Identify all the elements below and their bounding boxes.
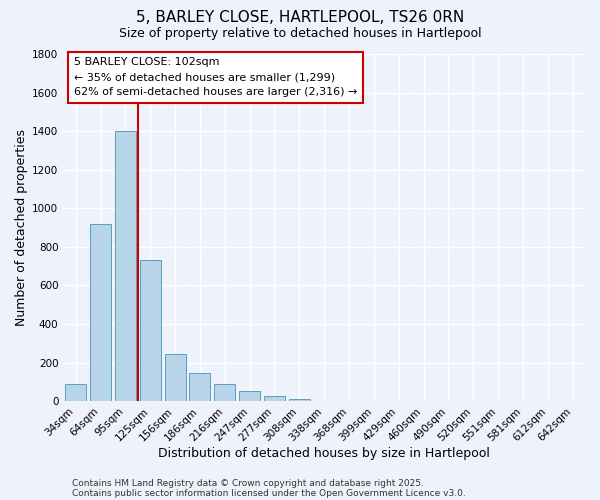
Bar: [190, 373, 211, 401]
X-axis label: Distribution of detached houses by size in Hartlepool: Distribution of detached houses by size …: [158, 447, 490, 460]
Bar: [264, 396, 285, 401]
Bar: [289, 399, 310, 401]
Bar: [90, 224, 111, 401]
Bar: [214, 384, 235, 401]
Text: Contains HM Land Registry data © Crown copyright and database right 2025.: Contains HM Land Registry data © Crown c…: [72, 478, 424, 488]
Bar: [164, 354, 185, 401]
Y-axis label: Number of detached properties: Number of detached properties: [15, 129, 28, 326]
Text: Contains public sector information licensed under the Open Government Licence v3: Contains public sector information licen…: [72, 488, 466, 498]
Text: 5 BARLEY CLOSE: 102sqm
← 35% of detached houses are smaller (1,299)
62% of semi-: 5 BARLEY CLOSE: 102sqm ← 35% of detached…: [74, 58, 357, 97]
Bar: [140, 260, 161, 401]
Text: Size of property relative to detached houses in Hartlepool: Size of property relative to detached ho…: [119, 28, 481, 40]
Bar: [65, 384, 86, 401]
Text: 5, BARLEY CLOSE, HARTLEPOOL, TS26 0RN: 5, BARLEY CLOSE, HARTLEPOOL, TS26 0RN: [136, 10, 464, 25]
Bar: [239, 392, 260, 401]
Bar: [115, 131, 136, 401]
